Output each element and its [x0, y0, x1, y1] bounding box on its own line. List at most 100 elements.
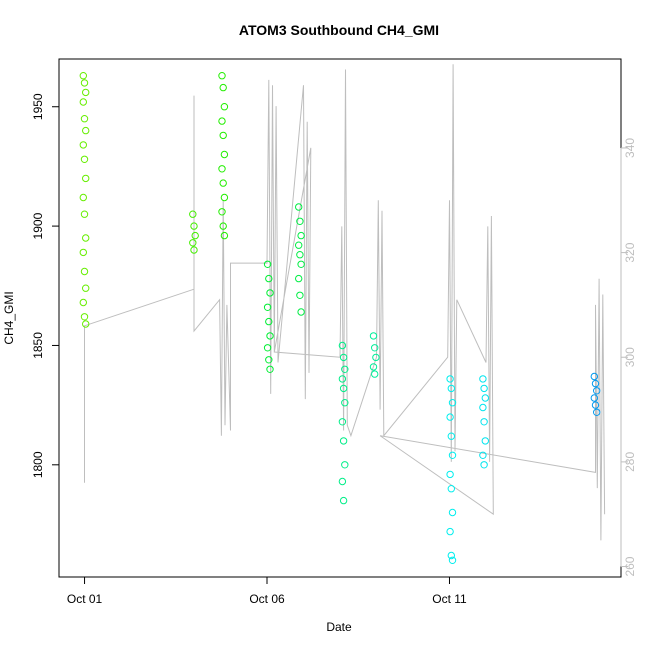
x-axis: Oct 01 Oct 06 Oct 11 [67, 576, 467, 606]
data-point [339, 384, 348, 393]
data-point [448, 556, 457, 564]
data-point [189, 239, 197, 247]
data-point [218, 72, 226, 80]
data-point [447, 551, 455, 560]
data-point [446, 413, 454, 421]
data-point [297, 260, 305, 268]
data-point [219, 222, 227, 230]
data-point [446, 375, 454, 383]
data-point [263, 303, 272, 311]
data-point [190, 246, 198, 254]
data-point [80, 313, 89, 321]
data-point [448, 399, 457, 407]
y-axis: 1800 1850 1900 1950 [31, 93, 60, 478]
data-point [80, 210, 89, 218]
data-point [295, 274, 303, 283]
data-point [338, 418, 347, 426]
data-point [590, 394, 598, 402]
data-point [369, 363, 378, 371]
y2-tick-label: 320 [623, 242, 637, 262]
data-point [266, 365, 274, 373]
data-point [218, 165, 226, 173]
data-point [80, 115, 89, 123]
data-point [189, 210, 197, 218]
chart-title: ATOM3 Southbound CH4_GMI [239, 22, 439, 38]
data-point [593, 408, 601, 416]
x-tick-label: Oct 11 [432, 592, 467, 606]
data-point [218, 208, 226, 216]
y2-tick-label: 280 [623, 452, 637, 472]
data-point [219, 179, 227, 187]
data-point [591, 379, 600, 388]
data-point [80, 155, 89, 164]
data-point [372, 353, 380, 362]
data-point [266, 332, 274, 340]
data-point [339, 437, 348, 445]
data-point [263, 260, 272, 268]
data-point [80, 79, 89, 87]
data-point [590, 372, 598, 381]
y-tick-label: 1900 [31, 212, 45, 239]
data-point [79, 141, 88, 149]
data-point [297, 308, 305, 316]
x-axis-label: Date [326, 620, 352, 634]
y-tick-label: 1950 [31, 93, 45, 120]
data-point [220, 231, 229, 240]
data-point [447, 485, 455, 493]
data-point [479, 451, 487, 459]
y-axis-label: CH4_GMI [2, 291, 16, 344]
data-point [341, 461, 349, 469]
data-point [266, 289, 274, 297]
data-point [220, 150, 229, 159]
data-point [220, 103, 229, 111]
data-point [481, 394, 489, 402]
data-point [190, 222, 198, 230]
data-point [265, 317, 273, 326]
data-point [296, 251, 304, 259]
data-point [447, 384, 455, 393]
data-point [339, 353, 348, 362]
data-point [338, 477, 347, 486]
data-point [191, 231, 199, 240]
data-point [371, 370, 379, 378]
data-point [82, 88, 90, 97]
data-point [448, 451, 457, 459]
data-point [341, 365, 349, 373]
data-point [82, 174, 90, 183]
data-point [295, 241, 303, 249]
data-point [79, 98, 88, 106]
plot-frame [58, 58, 622, 578]
data-point [219, 131, 227, 140]
data-point [296, 291, 304, 299]
data-point [79, 72, 88, 80]
data-point [295, 203, 303, 211]
data-point [479, 375, 487, 383]
data-point [338, 375, 347, 383]
data-point [369, 332, 378, 340]
data-point [265, 274, 273, 283]
data-point [82, 234, 90, 242]
data-point [371, 344, 379, 352]
data-point [82, 320, 90, 328]
series-line-0 [84, 64, 606, 541]
line-series [84, 64, 606, 541]
y-tick-label: 1800 [31, 451, 45, 478]
data-point [218, 117, 226, 125]
data-point [265, 356, 273, 364]
y2-tick-label: 300 [623, 347, 637, 367]
x-tick-label: Oct 01 [67, 592, 103, 606]
data-point [479, 403, 487, 412]
y2-tick-label: 260 [623, 556, 637, 576]
data-point [481, 437, 489, 445]
data-point [297, 231, 305, 240]
data-point [480, 418, 488, 426]
data-point [79, 248, 88, 257]
data-point [79, 193, 88, 202]
data-point [80, 267, 89, 276]
data-point [219, 83, 227, 92]
data-point [220, 193, 229, 202]
data-point [341, 399, 349, 407]
data-point [480, 461, 488, 469]
data-point [296, 217, 304, 226]
